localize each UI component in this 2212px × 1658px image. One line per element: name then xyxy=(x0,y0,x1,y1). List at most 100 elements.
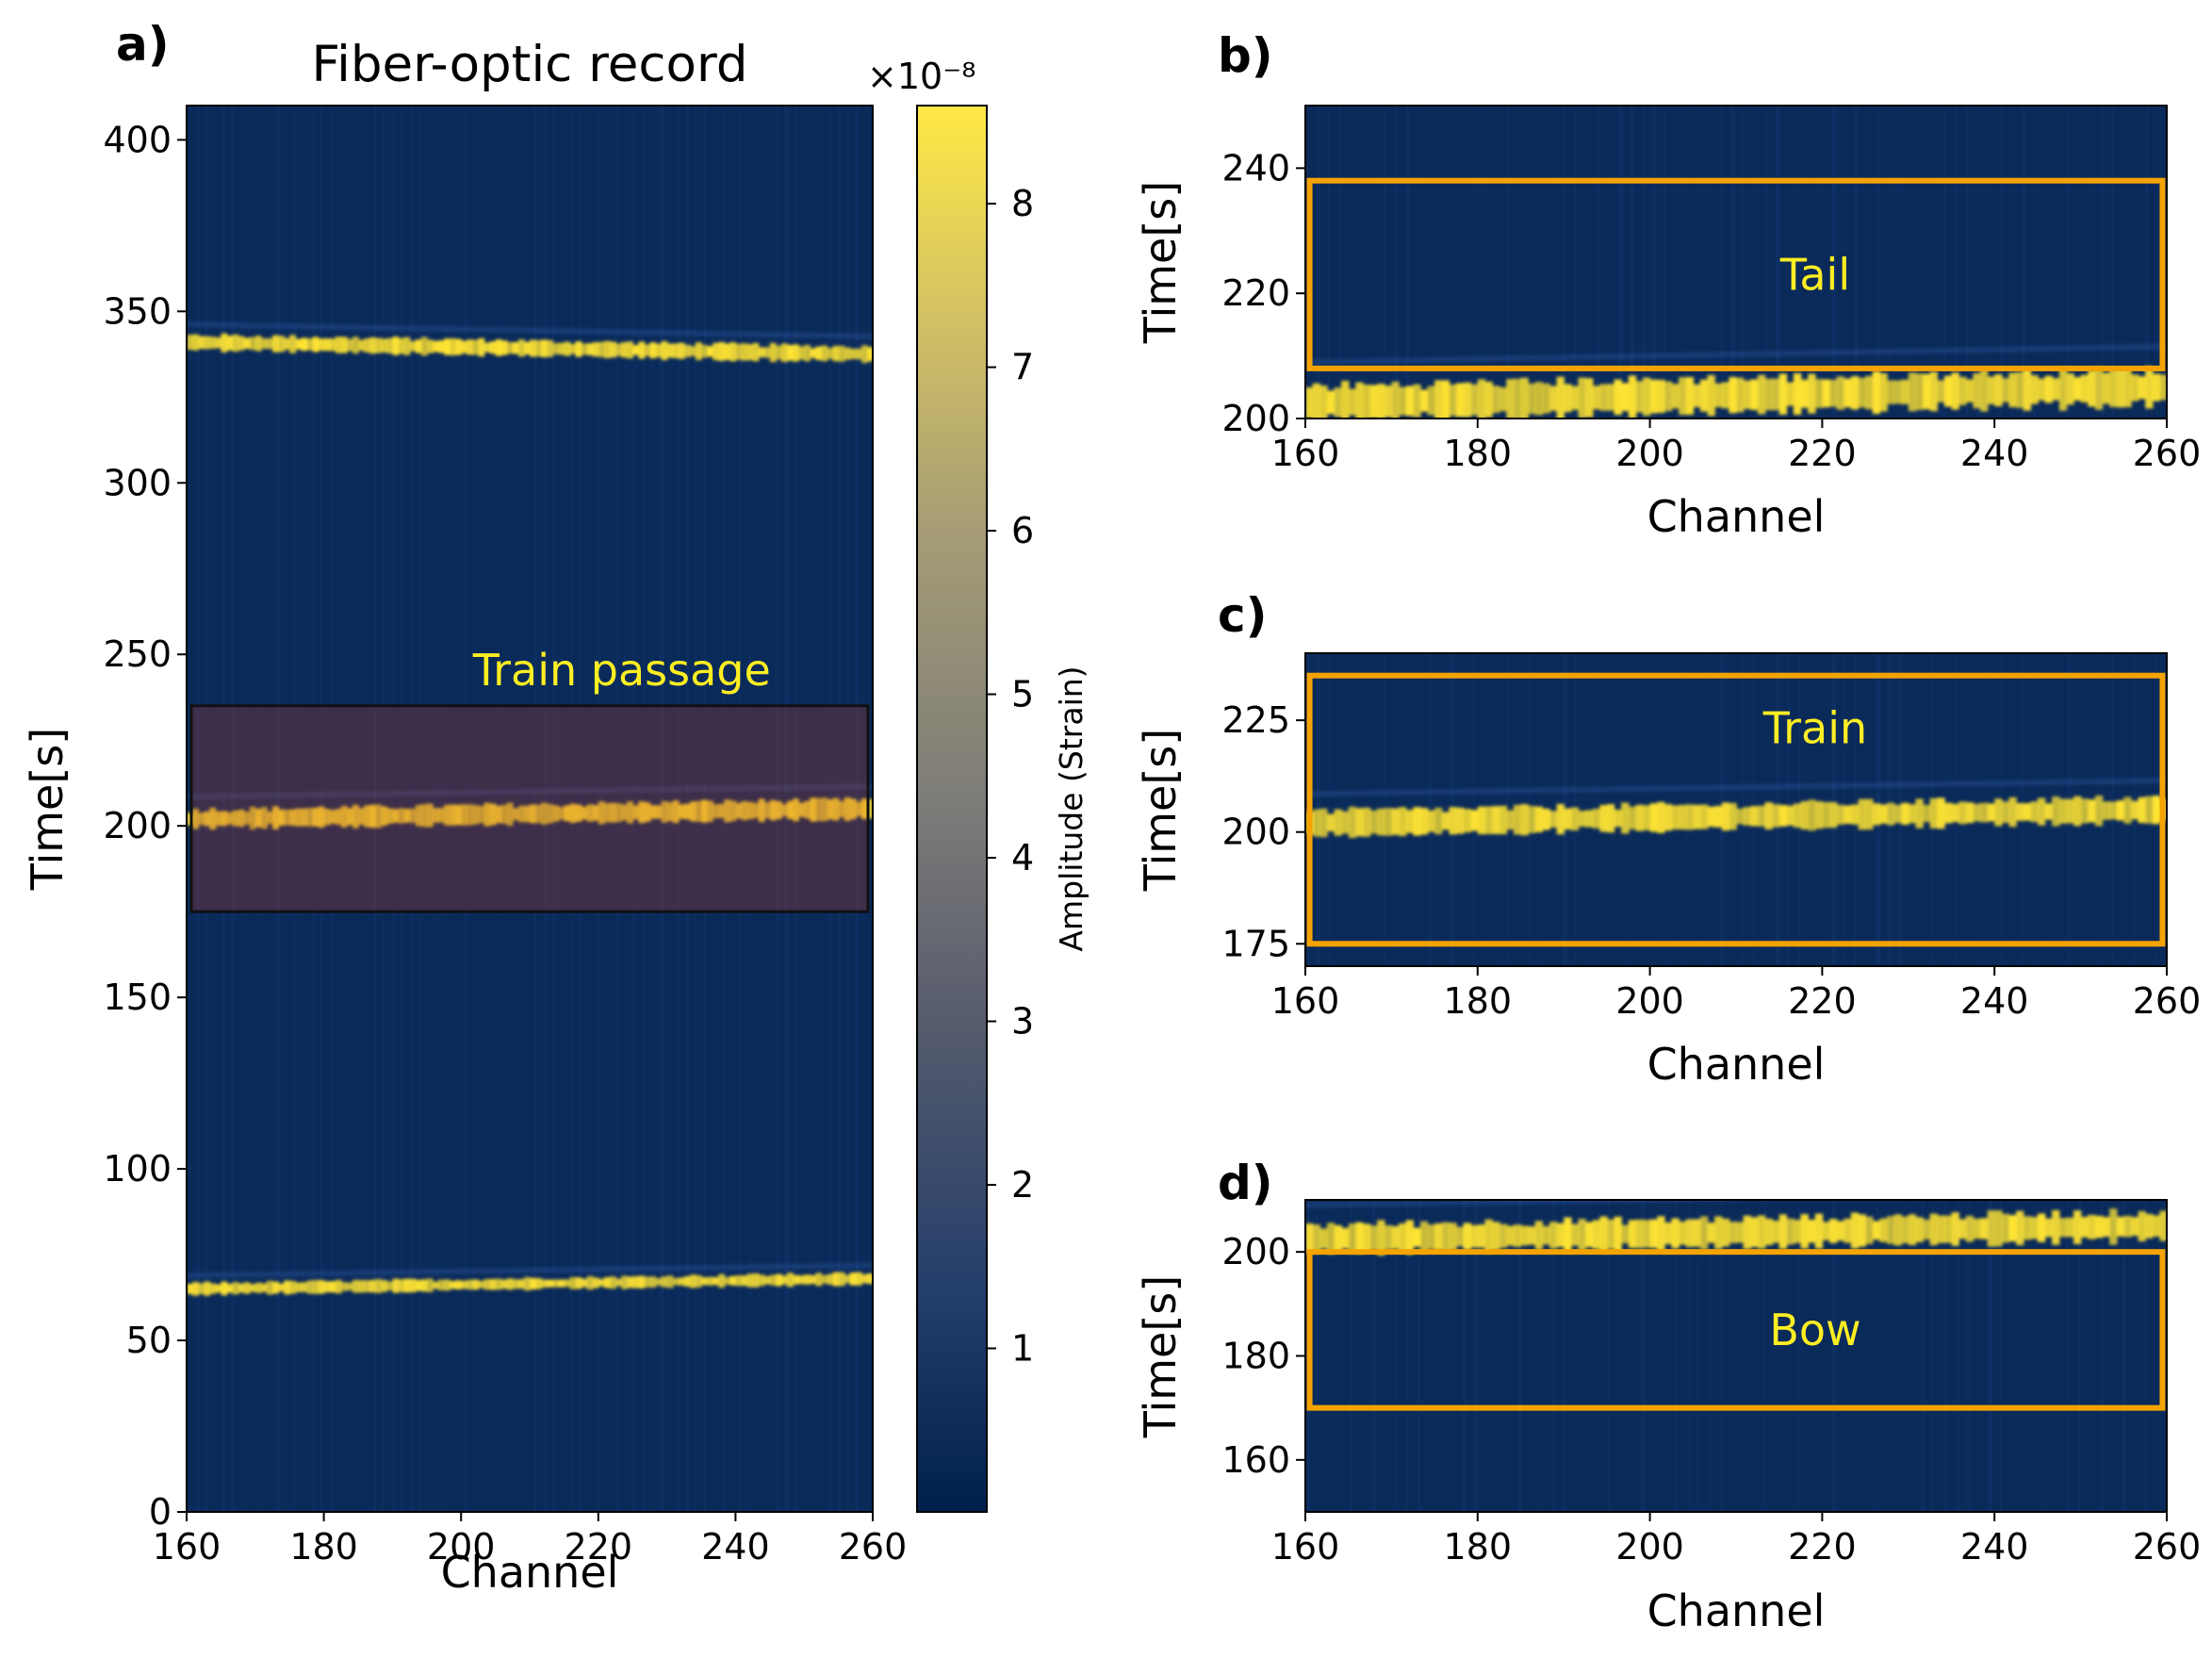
band-segment xyxy=(689,801,696,822)
band-segment xyxy=(381,1280,388,1292)
band-segment xyxy=(1707,806,1715,828)
band-segment xyxy=(478,337,485,357)
band-segment xyxy=(1377,384,1385,419)
band-segment xyxy=(1958,801,1967,825)
band-segment xyxy=(1614,379,1622,416)
panel-d-axes: 160 180 200 220 240 260 160 180 200 xyxy=(1221,1231,2201,1568)
band-segment xyxy=(827,799,834,820)
band-segment xyxy=(2130,374,2139,402)
panel-a-title: Fiber-optic record xyxy=(312,36,748,93)
band-segment xyxy=(575,341,582,357)
striation xyxy=(1607,106,1610,419)
band-segment xyxy=(1399,386,1407,416)
striation xyxy=(1966,106,1970,419)
band-segment xyxy=(2052,378,2060,401)
band-segment xyxy=(409,1278,417,1292)
band-segment xyxy=(547,339,554,357)
band-segment xyxy=(666,802,674,822)
signal-band xyxy=(1305,778,2167,839)
striation xyxy=(1843,106,1844,419)
striation xyxy=(1484,1200,1487,1512)
band-segment xyxy=(254,336,262,352)
band-segment xyxy=(713,342,719,361)
band-segment xyxy=(1836,376,1844,410)
band-segment xyxy=(1671,1218,1679,1249)
band-segment xyxy=(804,1274,811,1285)
band-segment xyxy=(1721,1218,1730,1247)
band-segment xyxy=(2145,366,2154,409)
band-segment xyxy=(1865,375,1874,410)
striation xyxy=(1955,106,1958,419)
striation xyxy=(1976,106,1981,419)
band-segment xyxy=(569,803,577,823)
striation xyxy=(1462,1200,1467,1512)
band-segment xyxy=(1405,810,1414,833)
band-segment xyxy=(1764,1218,1773,1245)
band-segment xyxy=(1778,1214,1788,1250)
band-segment xyxy=(638,341,646,359)
band-segment xyxy=(1679,1222,1687,1245)
band-segment xyxy=(701,799,708,823)
colorbar-tick-label: 2 xyxy=(1011,1164,1034,1206)
striation xyxy=(2156,106,2159,419)
striation xyxy=(1764,106,1768,419)
band-segment xyxy=(866,1273,873,1285)
band-segment xyxy=(1663,1222,1673,1245)
band-segment xyxy=(1534,806,1544,832)
band-segment xyxy=(1879,373,1888,412)
striation xyxy=(1473,106,1476,419)
band-segment xyxy=(1599,1216,1608,1253)
striation xyxy=(1876,1200,1878,1512)
band-segment xyxy=(352,804,359,829)
band-segment xyxy=(2030,801,2039,823)
band-segment xyxy=(1908,1214,1917,1245)
band-segment xyxy=(1951,1212,1959,1246)
striation xyxy=(1876,106,1880,419)
band-segment xyxy=(437,340,445,353)
band-segment xyxy=(661,340,668,360)
colorbar-tick-label: 8 xyxy=(1011,183,1034,224)
band-segment xyxy=(1499,386,1508,412)
band-segment xyxy=(815,346,823,360)
band-segment xyxy=(1901,802,1909,825)
region-label: Train xyxy=(1762,703,1867,754)
band-segment xyxy=(221,1281,228,1296)
band-segment xyxy=(455,338,462,355)
channel-striations xyxy=(1305,106,2159,419)
band-segment xyxy=(254,809,262,828)
band-segment xyxy=(1348,806,1357,839)
band-segment xyxy=(495,339,502,356)
band-segment xyxy=(323,338,331,352)
band-segment xyxy=(1836,1221,1844,1241)
band-segment xyxy=(1829,379,1838,407)
x-tick-label: 260 xyxy=(2133,433,2202,474)
band-segment xyxy=(849,798,857,820)
band-segment xyxy=(586,1275,594,1290)
band-segment xyxy=(358,1280,365,1293)
band-segment xyxy=(1477,1224,1486,1248)
striation xyxy=(2122,1200,2126,1512)
band-segment xyxy=(552,1279,560,1288)
band-segment xyxy=(523,1276,531,1291)
band-segment xyxy=(1843,1218,1852,1243)
band-segment xyxy=(1449,807,1457,835)
band-segment xyxy=(1534,382,1544,416)
striation xyxy=(1574,106,1576,419)
striation xyxy=(2077,1200,2081,1512)
band-segment xyxy=(1434,380,1443,419)
band-segment xyxy=(1850,376,1860,410)
band-segment xyxy=(1391,382,1400,419)
band-segment xyxy=(1693,384,1701,408)
band-segment xyxy=(689,1274,696,1289)
band-segment xyxy=(1721,382,1730,409)
band-segment xyxy=(1319,1228,1328,1249)
band-segment xyxy=(741,800,748,821)
panel-b: b) Tail 160 180 200 220 240 260 200 220 240 Chan… xyxy=(1135,28,2201,542)
striation xyxy=(2010,106,2013,419)
band-segment xyxy=(1592,386,1601,410)
striation xyxy=(1384,106,1385,419)
band-segment xyxy=(323,809,331,826)
band-segment xyxy=(1434,807,1443,835)
band-segment xyxy=(678,342,685,359)
band-segment xyxy=(1679,377,1687,416)
